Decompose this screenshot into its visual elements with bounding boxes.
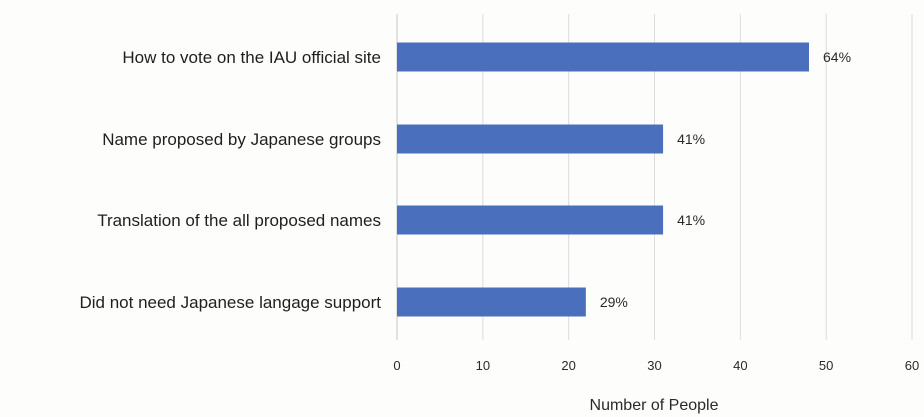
bar-2 (397, 205, 664, 235)
x-tick-label-20: 20 (561, 358, 575, 373)
x-tick-label-10: 10 (476, 358, 490, 373)
category-label-3: Did not need Japanese langage support (79, 293, 381, 312)
x-tick-label-30: 30 (647, 358, 661, 373)
x-tick-label-0: 0 (393, 358, 400, 373)
category-label-0: How to vote on the IAU official site (122, 48, 381, 67)
x-tick-label-50: 50 (819, 358, 833, 373)
bar-3 (397, 287, 586, 317)
data-label-3: 29% (600, 294, 628, 310)
x-tick-label-40: 40 (733, 358, 747, 373)
category-label-2: Translation of the all proposed names (97, 211, 381, 230)
bar-1 (397, 124, 664, 154)
data-label-2: 41% (677, 212, 705, 228)
data-label-1: 41% (677, 131, 705, 147)
data-label-0: 64% (823, 49, 851, 65)
bar-0 (397, 42, 809, 72)
category-label-1: Name proposed by Japanese groups (102, 130, 381, 149)
x-tick-label-60: 60 (905, 358, 919, 373)
x-axis-title: Number of People (590, 397, 719, 414)
